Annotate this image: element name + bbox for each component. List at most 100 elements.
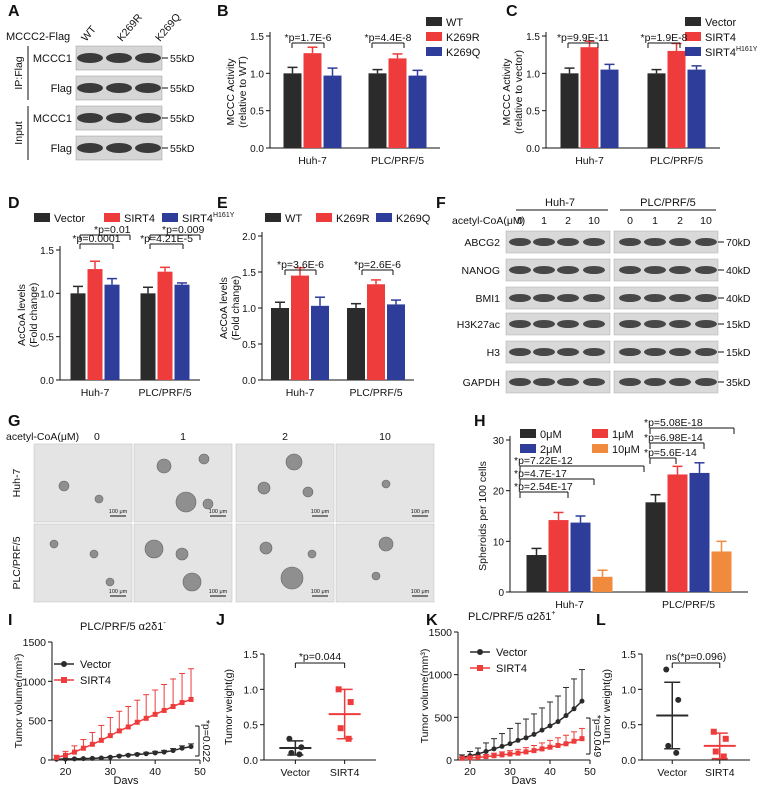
y-tick-label: 1.0 (526, 69, 540, 80)
p-value-annotation: ns(*p=0.096) (666, 651, 726, 663)
legend-label: K269R (446, 32, 480, 44)
data-point (134, 719, 140, 725)
spheroid (105, 577, 115, 587)
panel-letter-j: J (216, 612, 225, 629)
data-point (539, 727, 545, 733)
data-point (547, 744, 553, 750)
y-tick-label: 0.5 (242, 340, 256, 351)
bar (388, 58, 407, 148)
micrograph (33, 443, 133, 523)
legend-swatch (376, 213, 392, 222)
cell-line-label: Huh-7 (545, 197, 575, 209)
spheroid (89, 549, 99, 559)
y-tick-label: 0.5 (250, 107, 264, 118)
panel-letter-i: I (8, 612, 12, 629)
blot-band (509, 320, 531, 328)
lane-label: K269R (115, 11, 145, 44)
bar (711, 551, 732, 592)
scale-bar-label: 100 μm (109, 509, 128, 515)
marker-label: 40kD (726, 293, 751, 305)
blot-band (77, 143, 103, 153)
data-point (467, 755, 473, 761)
y-tick-label: 500 (28, 716, 46, 728)
legend-swatch (426, 32, 442, 41)
y-tick-label: 1.5 (250, 32, 264, 43)
legend-label: K269R (336, 213, 370, 225)
row-label: GAPDH (463, 377, 500, 389)
blot-band (619, 348, 641, 356)
y-axis-label: Spheroids per 100 cells (477, 461, 489, 571)
p-value-annotation: *p=2.6E-6 (354, 259, 401, 271)
legend-name: SIRT4 (124, 213, 155, 225)
panel-h-chart: 0 10 20 30 Spheroids per 100 cells Huh-7 PLC/P… (477, 417, 748, 611)
legend-label: K269Q (396, 213, 431, 225)
spheroid (302, 486, 314, 498)
y-axis-label: Tumor weight(g) (601, 669, 613, 745)
y-tick-label: 500 (434, 712, 452, 724)
bar (408, 75, 427, 148)
bar (687, 69, 706, 148)
blot-band (669, 238, 691, 246)
data-point (298, 744, 305, 751)
spheroid (144, 539, 164, 559)
data-point (125, 724, 131, 730)
data-point (71, 756, 77, 762)
data-point (179, 745, 185, 751)
x-tick-label: 50 (194, 766, 206, 778)
column-label: 2 (282, 431, 288, 443)
data-point (188, 696, 194, 702)
spheroid (371, 571, 381, 581)
series-line (461, 700, 583, 759)
p-value-annotation: *p=3.6E-6 (277, 259, 324, 271)
legend-name: 1μM (612, 429, 634, 441)
panel-c-chart: 0.0 0.5 1.0 1.5 MCCC Activity (relative to ve… (501, 17, 758, 167)
row-label: PLC/PRF/5 (11, 536, 23, 589)
data-point (335, 686, 342, 693)
marker-label: 15kD (726, 347, 751, 359)
spheroid (198, 453, 210, 465)
legend-label: SIRT4 (80, 675, 111, 687)
data-point (170, 704, 176, 710)
legend-name: SIRT4 (705, 47, 736, 59)
p-value-annotation: *p=1.7E-6 (285, 32, 332, 44)
bar (570, 522, 591, 592)
data-point (475, 754, 481, 760)
bar (174, 284, 190, 380)
bar (368, 73, 387, 148)
blot-band (644, 294, 666, 302)
data-point (125, 752, 131, 758)
micrograph (235, 443, 335, 523)
x-tick-label: PLC/PRF/5 (650, 155, 703, 167)
p-value-annotation: *p=0.01 (94, 224, 131, 236)
bar (311, 305, 329, 380)
scale-bar-label: 100 μm (209, 589, 228, 595)
row-label: Flag (51, 143, 72, 155)
blot-band (77, 83, 103, 93)
data-point (288, 749, 295, 756)
data-point (143, 751, 149, 757)
data-point (483, 754, 489, 760)
blot-band (509, 266, 531, 274)
row-label: H3K27ac (457, 319, 500, 331)
column-label: 0 (94, 431, 100, 443)
row-label: H3 (487, 347, 501, 359)
marker-label: 55kD (170, 83, 195, 95)
data-point (188, 744, 194, 750)
y-axis-label: Tumor volume(mm³) (13, 654, 25, 749)
data-point (53, 755, 59, 761)
panel-letter-f: F (436, 195, 446, 212)
bar (303, 53, 322, 148)
data-point (539, 746, 545, 752)
panel-j-chart: 0.0 0.5 1.0 1.5 Tumor weight(g) Vector SIRT4 *p… (223, 649, 376, 779)
y-axis-label: MCCC Activity (501, 58, 513, 126)
x-tick-label: PLC/PRF/5 (138, 387, 191, 399)
y-tick-label: 0 (446, 755, 452, 767)
scale-bar-label: 100 μm (411, 589, 430, 595)
bar (140, 293, 156, 380)
data-point (531, 731, 537, 737)
x-tick-label: 50 (584, 766, 596, 778)
data-point (161, 707, 167, 713)
